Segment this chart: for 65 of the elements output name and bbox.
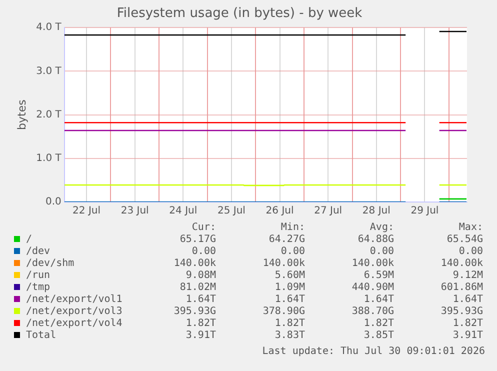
text: 388.70G [350,306,394,318]
text: 1.82T [184,318,216,330]
text: Last update: Thu Jul 30 09:01:01 2026 [262,346,485,357]
text: 140.00k [350,258,394,270]
text: 64.88G [356,234,394,246]
text: 395.93G [440,306,483,318]
legend-label: /dev/shm [25,258,76,270]
x-tick-label: 26 Jul [266,206,294,217]
text: 395.93G [172,306,216,318]
text: 9.08M [184,270,216,282]
legend-label: / [25,234,34,246]
text: 1.64T [184,294,216,306]
legend-label: Total [25,330,58,342]
text: 378.90G [262,306,305,318]
legend-label: /net/export/vol1 [25,294,124,306]
legend-label: /dev [25,246,52,258]
text: Avg: [368,222,394,234]
text: 1.82T [452,318,483,330]
text: 0.00 [280,246,305,258]
x-tick-label: 24 Jul [169,206,198,217]
text: 1.64T [452,294,483,306]
text: 1.64T [274,294,305,306]
text: 1.82T [274,318,305,330]
text: 9.12M [452,270,483,282]
y-tick-label: 2.0 T [36,109,62,120]
x-tick-label: 27 Jul [314,206,342,217]
text: 140.00k [262,258,305,270]
text: Cur: [190,222,216,234]
text: 1.09M [274,282,305,294]
text: 440.90M [350,282,394,294]
text: 65.54G [446,234,483,246]
text: Min: [280,222,305,234]
text: 3.85T [362,330,394,342]
y-tick-label: 3.0 T [36,66,62,77]
legend-label: /run [25,270,52,282]
x-tick-label: 23 Jul [120,206,149,217]
text: 3.91T [184,330,216,342]
text: 140.00k [440,258,483,270]
y-tick-label: 1.0 T [36,152,62,164]
text: 1.82T [362,318,394,330]
text: Max: [458,222,483,234]
text: 81.02M [178,282,216,294]
text: 65.17G [178,234,216,246]
x-tick-label: 28 Jul [362,206,390,217]
x-tick-label: 25 Jul [217,206,246,217]
text: 0.00 [368,246,394,258]
legend-label: /tmp [25,282,52,294]
text: 64.27G [268,234,305,246]
text: 1.64T [362,294,394,306]
legend-label: /net/export/vol3 [25,306,124,318]
text: 601.86M [440,282,483,294]
text: 6.59M [362,270,394,282]
text: 3.91T [452,330,483,342]
legend-label: /net/export/vol4 [25,318,124,330]
x-tick-label: 29 Jul [410,206,439,217]
x-tick-label: 22 Jul [72,206,101,217]
text: 140.00k [172,258,216,270]
chart-title: Filesystem usage (in bytes) - by week [116,6,363,22]
y-tick-label: 0.0 [45,196,62,208]
text: 5.60M [274,270,305,282]
y-tick-label: 4.0 T [36,22,62,34]
y-axis-title: bytes [15,99,28,130]
text: 0.00 [190,246,216,258]
text: 0.00 [458,246,483,258]
text: 3.83T [274,330,305,342]
